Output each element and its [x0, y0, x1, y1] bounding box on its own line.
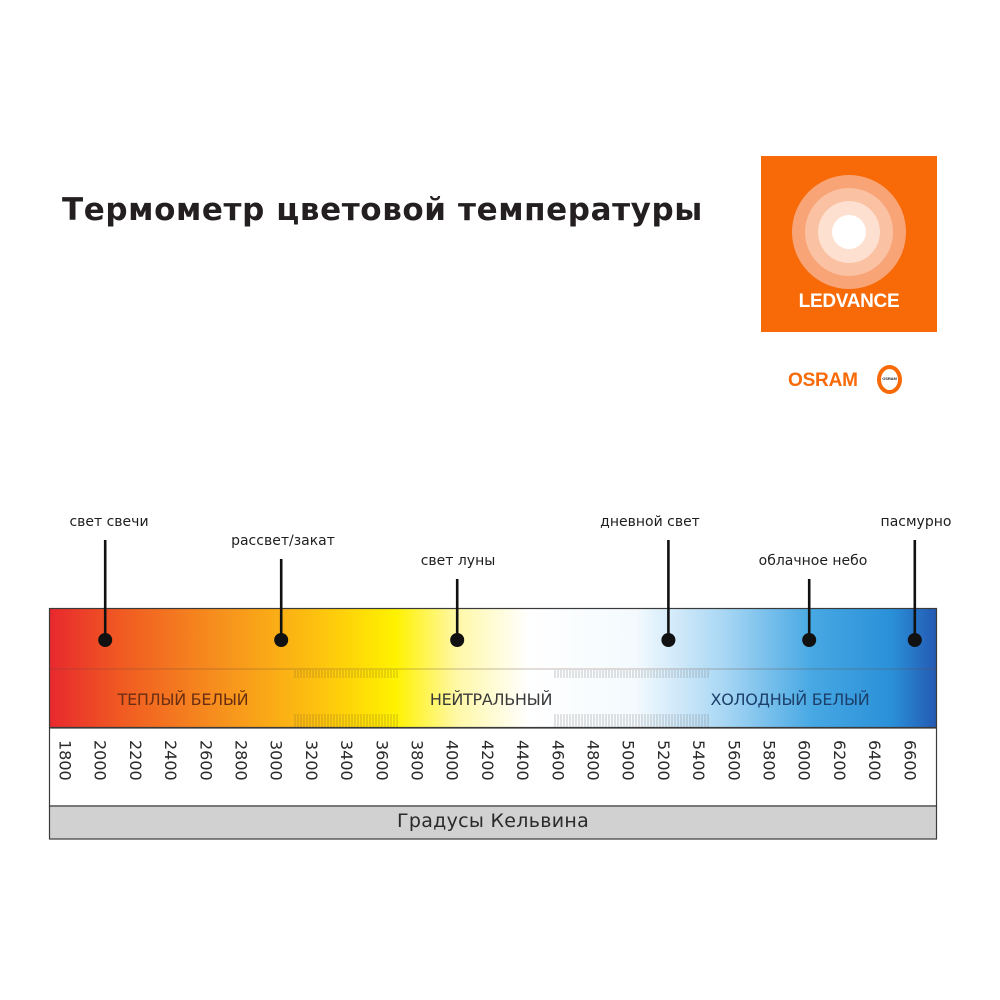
tick-label-5400: 5400 [689, 740, 708, 781]
tick-label-5000: 5000 [619, 740, 638, 781]
tick-label-2000: 2000 [91, 740, 110, 781]
page-title: Термометр цветовой температуры [62, 192, 703, 228]
callout-label-sunrise: рассвет/закат [231, 533, 335, 549]
ledvance-logo: LEDVANCE [761, 156, 937, 332]
tick-label-5200: 5200 [654, 740, 673, 781]
kelvin-caption-bar [48, 805, 938, 840]
marker-lines [98, 540, 922, 647]
osram-ring-icon: OSRAM [877, 365, 902, 394]
callout-label-daylight: дневной свет [600, 514, 700, 530]
tick-label-2400: 2400 [161, 740, 180, 781]
gradient-bar [48, 607, 938, 729]
callout-label-candle: свет свечи [69, 514, 149, 530]
tick-panel [48, 727, 938, 807]
tick-label-3200: 3200 [302, 740, 321, 781]
tick-label-3400: 3400 [337, 740, 356, 781]
band-warm-white: ТЕПЛЫЙ БЕЛЫЙ [117, 690, 249, 709]
transition-hatches [294, 670, 709, 727]
osram-wordmark: OSRAM [788, 370, 858, 391]
tick-label-6200: 6200 [830, 740, 849, 781]
concentric-circles-icon [792, 175, 906, 289]
color-temperature-scale: 1800 2000 2200 2400 2600 2800 3000 3200 3400 3600… [48, 540, 938, 840]
marker-dot [661, 633, 676, 647]
callout-label-moonlight: свет луны [420, 553, 496, 569]
tick-label-4400: 4400 [513, 740, 532, 781]
callout-label-overcast: пасмурно [880, 514, 952, 530]
marker-dot [802, 633, 817, 647]
tick-label-6400: 6400 [865, 740, 884, 781]
tick-label-5600: 5600 [724, 740, 743, 781]
osram-logo: OSRAM OSRAM [788, 362, 928, 398]
marker-dot [907, 633, 922, 647]
tick-label-2600: 2600 [196, 740, 215, 781]
tick-label-6600: 6600 [900, 740, 919, 781]
tick-label-1800: 1800 [56, 740, 75, 781]
tick-label-2200: 2200 [126, 740, 145, 781]
tick-label-6000: 6000 [795, 740, 814, 781]
tick-label-5800: 5800 [760, 740, 779, 781]
osram-ring-label: OSRAM [882, 376, 897, 381]
marker-dot [274, 633, 289, 647]
callout-label-cloudy-sky: облачное небо [758, 553, 868, 569]
tick-labels: 1800 2000 2200 2400 2600 2800 3000 3200 3400 3600… [56, 740, 920, 781]
tick-label-3600: 3600 [372, 740, 391, 781]
marker-dot [450, 633, 465, 647]
tick-label-2800: 2800 [232, 740, 251, 781]
band-cool-white: ХОЛОДНЫЙ БЕЛЫЙ [710, 690, 870, 709]
band-neutral: НЕЙТРАЛЬНЫЙ [429, 690, 553, 709]
tick-label-4000: 4000 [443, 740, 462, 781]
tick-label-3000: 3000 [267, 740, 286, 781]
tick-label-4200: 4200 [478, 740, 497, 781]
tick-label-4600: 4600 [548, 740, 567, 781]
kelvin-caption: Градусы Кельвина [396, 810, 590, 832]
logo-wordmark: LEDVANCE [798, 291, 900, 312]
tick-label-3800: 3800 [408, 740, 427, 781]
marker-dot [98, 633, 113, 647]
tick-label-4800: 4800 [584, 740, 603, 781]
